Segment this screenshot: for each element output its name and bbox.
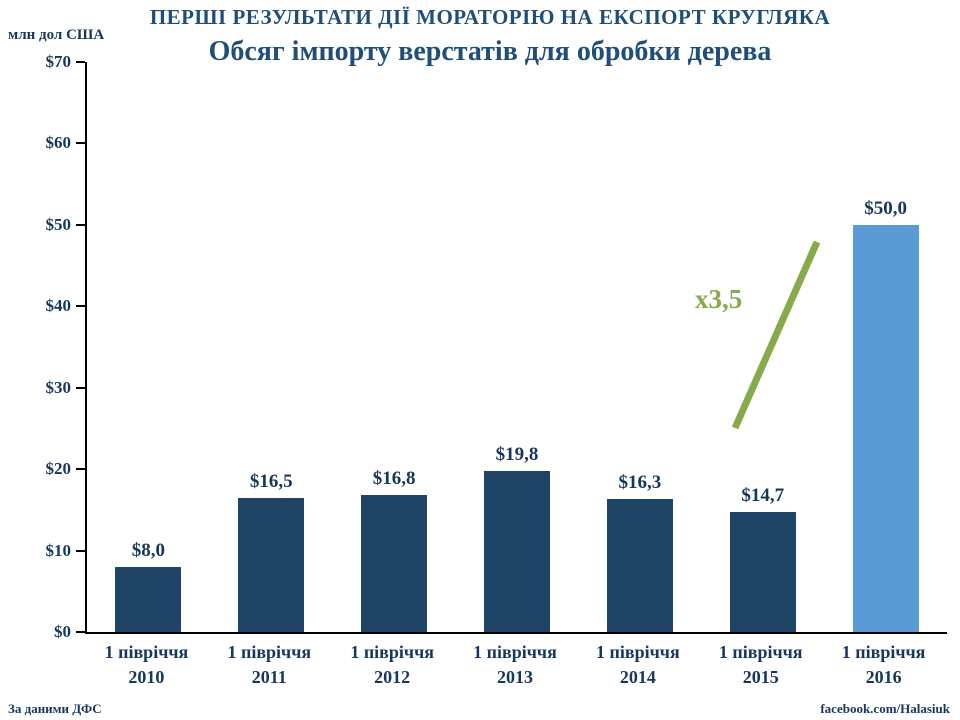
bar-slot: $8,0 — [87, 62, 210, 632]
plot-area: $0 $10 $20 $30 $40 $50 $60 $70 $8,0 $16,5 $16,8 $1… — [46, 52, 947, 641]
category-line2: 2014 — [619, 667, 656, 688]
category-line2: 2010 — [128, 667, 165, 688]
source-note: За даними ДФС — [8, 701, 102, 716]
y-tick-label: $0 — [54, 622, 71, 641]
y-tick-mark — [76, 549, 85, 552]
bar-value-label: $16,8 — [372, 468, 416, 490]
bar-value-label: $16,5 — [249, 470, 293, 492]
category-line2: 2013 — [497, 667, 533, 688]
y-tick-mark — [76, 223, 85, 226]
x-axis-category: 1 півріччя 2013 — [454, 640, 577, 690]
bar — [238, 497, 305, 632]
category-line1: 1 півріччя — [473, 642, 557, 662]
bar-value-label: $14,7 — [741, 485, 785, 507]
arrow-shaft — [731, 240, 821, 430]
category-line2: 2011 — [251, 667, 287, 688]
bar-slot: $16,3 — [578, 62, 701, 632]
chart-title: ПЕРШІ РЕЗУЛЬТАТИ ДІЇ МОРАТОРІЮ НА ЕКСПОР… — [149, 5, 831, 29]
bar-value-label: $16,3 — [618, 472, 662, 494]
y-tick-mark — [76, 631, 85, 633]
x-axis-category: 1 півріччя 2016 — [822, 640, 945, 690]
bar — [484, 470, 550, 632]
bar — [361, 495, 428, 632]
category-line2: 2015 — [742, 667, 779, 688]
x-axis-category: 1 півріччя 2012 — [331, 640, 454, 690]
bar-slot: $16,5 — [210, 62, 333, 632]
bar-slot: $16,8 — [333, 62, 456, 632]
y-tick-mark — [76, 386, 85, 389]
y-tick-mark — [76, 142, 85, 145]
category-line1: 1 півріччя — [104, 642, 189, 662]
x-axis-category: 1 півріччя 2011 — [208, 640, 331, 690]
bar-value-label: $50,0 — [864, 197, 907, 219]
bar — [115, 566, 182, 632]
bar-value-label: $8,0 — [131, 539, 166, 561]
category-line2: 2012 — [374, 667, 411, 688]
y-tick-label: $20 — [45, 459, 72, 479]
category-line1: 1 півріччя — [596, 642, 680, 662]
credit-link[interactable]: facebook.com/Halasiuk — [820, 701, 950, 716]
growth-arrow — [731, 240, 821, 430]
bar-slot: $19,8 — [456, 62, 579, 632]
category-line1: 1 півріччя — [841, 642, 926, 662]
bar-value-label: $19,8 — [495, 443, 539, 465]
chart-header: ПЕРШІ РЕЗУЛЬТАТИ ДІЇ МОРАТОРІЮ НА ЕКСПОР… — [60, 5, 920, 68]
bar — [729, 512, 796, 632]
x-axis-category: 1 півріччя 2010 — [85, 640, 208, 690]
category-line1: 1 півріччя — [718, 642, 803, 662]
y-tick-label: $40 — [45, 296, 72, 316]
category-line1: 1 півріччя — [227, 642, 312, 662]
x-axis-labels: 1 півріччя 2010 1 півріччя 2011 1 півріччя 20… — [85, 640, 945, 690]
y-axis-unit-label: млн дол США — [8, 27, 105, 43]
bar — [606, 499, 673, 632]
growth-annotation: х3,5 — [695, 284, 743, 314]
bars-container: $8,0 $16,5 $16,8 $19,8 $16,3 $14,7 $50,0 — [87, 62, 947, 632]
y-tick-label: $10 — [45, 540, 72, 560]
y-tick-mark — [76, 305, 85, 308]
chart-subtitle: Обсяг імпорту верстатів для обробки дере… — [208, 36, 772, 67]
category-line2: 2016 — [865, 667, 902, 688]
bar — [852, 224, 919, 632]
category-line1: 1 півріччя — [350, 642, 434, 662]
y-tick-label: $60 — [45, 133, 72, 153]
x-axis-category: 1 півріччя 2014 — [576, 640, 699, 690]
y-tick-mark — [76, 468, 85, 471]
bar-slot: $50,0 — [824, 62, 947, 632]
y-tick-label: $30 — [45, 377, 72, 397]
y-tick-label: $50 — [45, 214, 72, 234]
bar-slot: $14,7 — [701, 62, 824, 632]
x-axis-category: 1 півріччя 2015 — [699, 640, 822, 690]
